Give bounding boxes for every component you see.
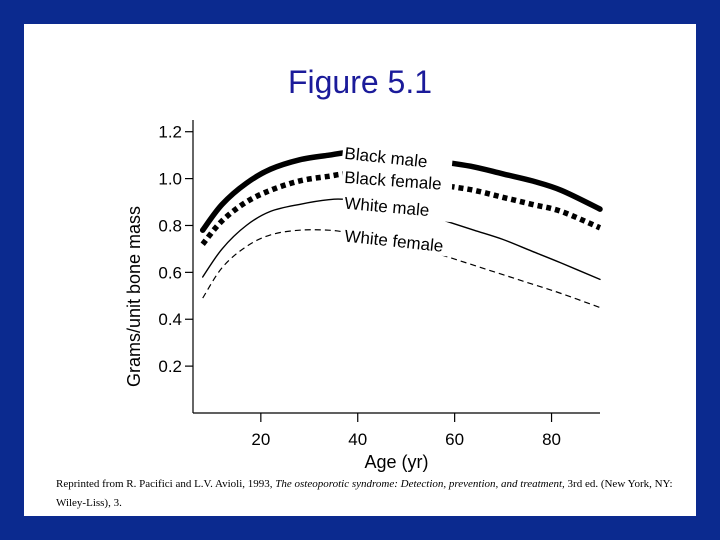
x-tick-label: 20 — [251, 430, 270, 449]
y-tick-label: 0.4 — [158, 310, 182, 329]
series-label-text: Black male — [344, 144, 429, 172]
series-label-backdrop — [341, 192, 454, 223]
x-tick-label: 80 — [542, 430, 561, 449]
series-label-black-female: Black female — [341, 166, 453, 195]
series-label-backdrop — [341, 142, 454, 175]
y-tick-label: 0.8 — [158, 216, 182, 235]
y-tick-label: 1.2 — [158, 123, 182, 142]
x-tick-label: 40 — [348, 430, 367, 449]
series-label-text: White male — [344, 194, 430, 220]
y-tick-label: 0.6 — [158, 263, 182, 282]
x-tick-label: 60 — [445, 430, 464, 449]
series-label-white-female: White female — [341, 225, 454, 257]
x-axis-title: Age (yr) — [364, 452, 428, 472]
slide-title: Figure 5.1 — [287, 64, 433, 100]
citation-tail: 3rd ed. (New York, NY: Wiley-Liss), 3. — [56, 478, 673, 509]
slide-panel — [24, 24, 696, 516]
citation-lead: Reprinted from R. Pacifici and L.V. Avio… — [56, 478, 276, 490]
figure-citation: Reprinted from R. Pacifici and L.V. Avio… — [56, 475, 676, 513]
y-axis-title: Grams/unit bone mass — [124, 206, 144, 387]
y-tick-label: 1.0 — [158, 170, 182, 189]
series-label-backdrop — [341, 166, 453, 195]
y-tick-label: 0.2 — [158, 357, 182, 376]
series-label-text: Black female — [344, 168, 442, 194]
series-label-backdrop — [341, 225, 454, 257]
series-label-text: White female — [344, 227, 445, 256]
chart-axes: 0.2 0.4 0.6 0.8 1.0 1.2 20 40 60 80 Age (yr) Grams/… — [124, 120, 600, 472]
citation-book-title: The osteoporotic syndrome: Detection, pr… — [275, 478, 565, 490]
series-label-white-male: White male — [341, 192, 454, 223]
